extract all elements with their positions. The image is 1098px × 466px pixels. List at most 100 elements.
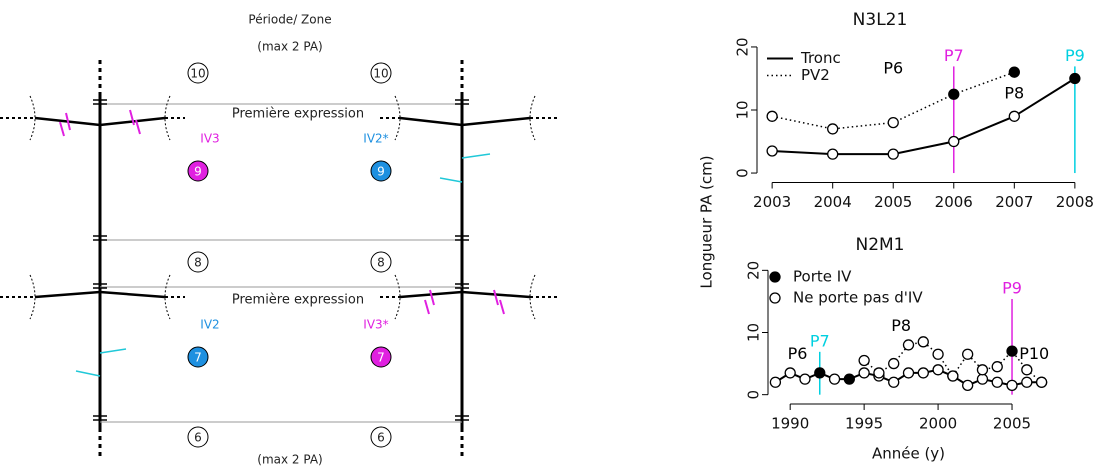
- y-tick-label: 0: [745, 390, 763, 400]
- point: [1008, 66, 1020, 78]
- y-axis-label: Longueur PA (cm): [698, 155, 716, 288]
- x-tick-label: 2007: [995, 193, 1033, 211]
- point: [873, 367, 885, 379]
- x-tick-label: 1990: [771, 415, 809, 433]
- point: [1021, 364, 1033, 376]
- period-circle: [187, 426, 209, 448]
- point: [766, 145, 778, 157]
- shoot-arrows: [75, 153, 491, 377]
- point: [888, 376, 900, 388]
- annotation: P8: [1004, 84, 1024, 103]
- unit-label: IV3*: [363, 318, 388, 332]
- charts: N3L21 0 10 20 2003 2004 2005 2006 2007 2008 Longue…: [698, 10, 1094, 463]
- period-circle: [187, 62, 209, 84]
- point: [948, 88, 960, 100]
- unit-number: 7: [377, 351, 385, 365]
- zone-label: Première expression: [232, 107, 364, 122]
- unit-number: 9: [194, 165, 202, 179]
- nodes: [93, 99, 469, 421]
- annotation: P9: [1002, 278, 1022, 297]
- x-tick-label: 2000: [919, 415, 957, 433]
- point: [948, 135, 960, 148]
- unit-label: IV3: [200, 132, 219, 146]
- period-circle: [370, 62, 392, 84]
- period-label: 10: [190, 67, 205, 81]
- y-tick-label: 20: [745, 261, 763, 280]
- period-label: 10: [373, 67, 388, 81]
- period-label: 6: [194, 431, 202, 445]
- point: [1021, 376, 1033, 388]
- point: [1006, 379, 1018, 391]
- diagram-subtitle: (max 2 PA): [257, 40, 322, 54]
- period-circle: [370, 251, 392, 273]
- x-tick-label: 2006: [935, 193, 973, 211]
- annotation: P6: [788, 344, 808, 363]
- legend-label: Tronc: [800, 49, 841, 67]
- annotation: P10: [1019, 344, 1049, 363]
- chart-title: N2M1: [855, 235, 904, 255]
- legend-marker: [769, 271, 781, 283]
- y-tick-label: 10: [745, 323, 763, 342]
- point: [902, 339, 915, 351]
- point: [902, 367, 915, 379]
- x-tick-label: 2005: [874, 193, 912, 211]
- zone-lines: [100, 103, 462, 423]
- point: [962, 379, 974, 391]
- period-label: 8: [194, 256, 202, 270]
- point: [858, 354, 870, 367]
- series-line: [772, 77, 1076, 156]
- point: [917, 336, 929, 348]
- point: [991, 361, 1003, 373]
- leaf-marks: [59, 109, 505, 315]
- point: [887, 116, 899, 129]
- point: [976, 373, 989, 385]
- point: [1035, 376, 1048, 388]
- point: [932, 348, 944, 360]
- x-tick-label: 1995: [845, 415, 883, 433]
- x-axis-label: Année (y): [872, 445, 945, 463]
- point: [769, 376, 782, 388]
- legend-label: PV2: [801, 66, 830, 84]
- unit-circle: [187, 160, 209, 182]
- point: [976, 364, 989, 376]
- point: [991, 376, 1003, 388]
- point: [827, 148, 839, 160]
- point: [766, 110, 778, 122]
- chart-title: N3L21: [853, 10, 908, 30]
- period-label: 6: [377, 431, 385, 445]
- unit-circle: [187, 346, 209, 368]
- period-label: 8: [377, 256, 385, 270]
- point: [887, 148, 899, 160]
- legend-marker: [769, 292, 781, 304]
- x-tick-label: 2008: [1056, 193, 1094, 211]
- unit-label: IV2: [200, 318, 219, 332]
- unit-circle: [370, 160, 392, 182]
- point: [828, 373, 841, 385]
- zone-label: Première expression: [232, 293, 364, 308]
- diagram-footer: (max 2 PA): [257, 453, 322, 466]
- diagram: Période/ Zone (max 2 PA) (max 2 PA) Prem…: [0, 13, 560, 466]
- annotation: P7: [944, 46, 964, 65]
- annotation: P6: [883, 59, 903, 78]
- point: [784, 367, 796, 379]
- point: [1006, 345, 1018, 357]
- legend-label: Porte IV: [793, 268, 852, 286]
- y-tick-label: 0: [734, 168, 752, 178]
- point: [962, 348, 974, 360]
- x-tick-label: 2004: [814, 193, 852, 211]
- annotation: P8: [891, 316, 911, 335]
- legend-label: Ne porte pas d'IV: [793, 289, 923, 307]
- unit-number: 7: [194, 351, 202, 365]
- point: [1008, 110, 1020, 122]
- period-circle: [187, 251, 209, 273]
- point: [917, 367, 929, 379]
- y-tick-label: 20: [734, 37, 752, 56]
- point: [827, 123, 839, 135]
- annotation: P7: [810, 331, 830, 350]
- point: [947, 370, 959, 382]
- unit-circle: [370, 346, 392, 368]
- point: [858, 367, 870, 379]
- unit-label: IV2*: [363, 132, 388, 146]
- point: [888, 357, 900, 370]
- annotation: P9: [1065, 46, 1085, 65]
